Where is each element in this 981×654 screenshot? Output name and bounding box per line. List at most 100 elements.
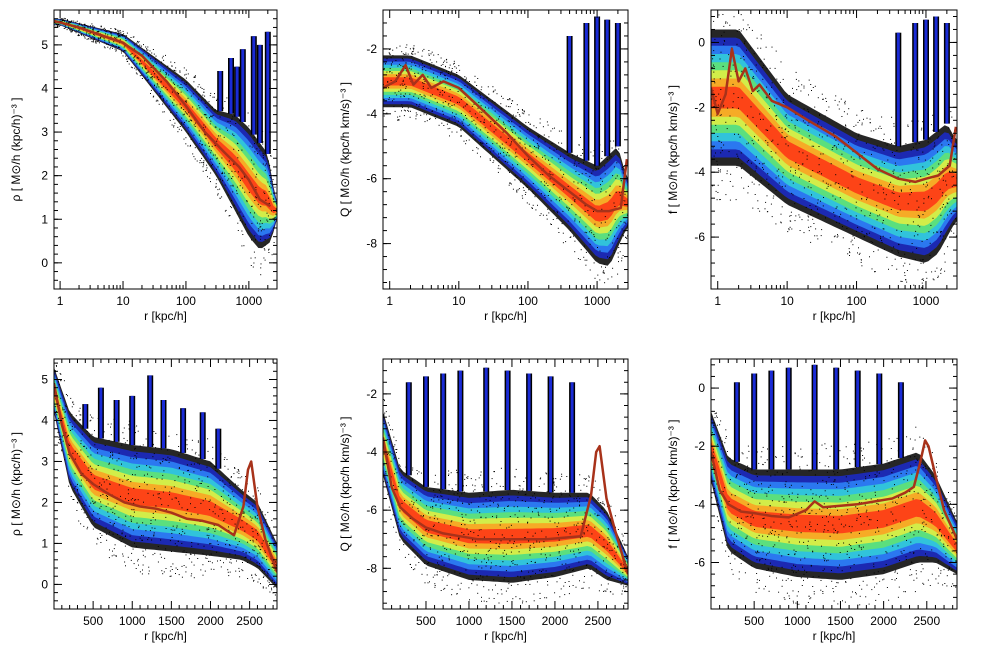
outlier-dot	[790, 220, 792, 222]
outlier-dot	[613, 202, 615, 204]
outlier-dot	[769, 93, 771, 95]
outlier-dot	[165, 568, 167, 569]
outlier-dot	[951, 176, 953, 178]
outlier-dot	[766, 68, 768, 70]
outlier-dot	[242, 551, 244, 552]
outlier-dot	[863, 236, 865, 238]
outlier-dot	[617, 273, 619, 275]
outlier-dot	[464, 474, 466, 476]
outlier-dot	[617, 256, 619, 258]
outlier-dot	[597, 247, 598, 248]
outlier-dot	[481, 486, 483, 488]
outlier-dot	[766, 178, 768, 180]
outlier-dot	[483, 97, 485, 99]
outlier-dot	[124, 45, 126, 47]
outlier-dot	[169, 570, 171, 572]
outlier-dot	[426, 505, 427, 507]
outlier-dot	[490, 556, 492, 558]
outlier-dot	[199, 529, 201, 531]
outlier-dot	[441, 495, 443, 497]
outlier-dot	[422, 85, 424, 87]
outlier-dot	[137, 558, 139, 560]
outlier-dot	[476, 578, 478, 580]
outlier-dot	[133, 502, 135, 504]
outlier-dot	[513, 543, 515, 545]
outlier-dot	[755, 64, 757, 66]
outlier-dot	[607, 537, 609, 539]
outlier-dot	[927, 184, 928, 186]
outlier-dot	[812, 87, 814, 88]
outlier-dot	[162, 99, 164, 101]
outlier-dot	[428, 530, 430, 532]
outlier-dot	[776, 170, 778, 172]
outlier-dot	[523, 481, 525, 482]
outlier-dot	[760, 118, 761, 120]
outlier-dot	[255, 575, 257, 576]
outlier-dot	[589, 243, 591, 245]
outlier-dot	[623, 166, 625, 167]
outlier-dot	[141, 535, 143, 536]
outlier-dot	[918, 216, 920, 218]
outlier-dot	[472, 134, 474, 136]
outlier-dot	[604, 282, 606, 284]
y-tick-label: 0	[41, 577, 48, 591]
outlier-dot	[495, 548, 497, 550]
outlier-dot	[449, 548, 451, 550]
outlier-dot	[87, 470, 89, 471]
outlier-dot	[72, 401, 74, 403]
outlier-dot	[536, 143, 538, 145]
outlier-dot	[252, 536, 254, 538]
outlier-dot	[390, 63, 392, 65]
outlier-dot	[502, 97, 504, 99]
outlier-dot	[437, 54, 439, 56]
outlier-dot	[568, 209, 569, 211]
outlier-dot	[89, 34, 91, 36]
outlier-dot	[226, 510, 228, 512]
outlier-dot	[579, 505, 580, 507]
outlier-dot	[547, 124, 549, 126]
outlier-dot	[448, 95, 450, 97]
outlier-dot	[251, 528, 253, 530]
y-tick-label: -2	[366, 42, 377, 56]
outlier-dot	[433, 64, 435, 66]
outlier-dot	[395, 440, 397, 442]
outlier-dot	[467, 477, 469, 479]
outlier-dot	[624, 200, 626, 202]
outlier-dot	[498, 153, 499, 155]
outlier-dot	[431, 62, 433, 64]
outlier-dot	[841, 116, 843, 117]
outlier-dot	[131, 53, 133, 55]
outlier-dot	[124, 561, 126, 563]
outlier-dot	[765, 96, 767, 98]
outlier-dot	[835, 182, 837, 184]
outlier-dot	[810, 241, 812, 243]
outlier-dot	[255, 239, 256, 241]
outlier-dot	[852, 176, 854, 178]
outlier-dot	[437, 496, 438, 498]
panel-f_log: 1 10 100 1000-6-4-20r [kpc/h]f [ M⊙/h (kpc/…	[666, 9, 958, 323]
outlier-dot	[155, 100, 157, 102]
outlier-dot	[185, 566, 187, 568]
outlier-dot	[567, 515, 569, 517]
outlier-dot	[188, 481, 190, 483]
outlier-dot	[561, 142, 563, 144]
outlier-dot	[269, 165, 271, 166]
outlier-dot	[190, 503, 191, 505]
outlier-dot	[899, 209, 901, 211]
outlier-dot	[180, 84, 182, 85]
outlier-dot	[134, 48, 135, 50]
outlier-dot	[578, 542, 580, 544]
outlier-dot	[423, 83, 425, 85]
outlier-dot	[122, 55, 124, 57]
outlier-dot	[486, 575, 488, 577]
outlier-dot	[782, 172, 784, 174]
outlier-dot	[124, 545, 126, 547]
outlier-dot	[152, 49, 154, 50]
outlier-dot	[896, 149, 898, 151]
outlier-dot	[204, 126, 206, 128]
outlier-dot	[760, 38, 762, 40]
outlier-dot	[54, 406, 56, 408]
outlier-dot	[585, 226, 587, 228]
outlier-dot	[525, 191, 527, 193]
outlier-dot	[212, 106, 213, 108]
